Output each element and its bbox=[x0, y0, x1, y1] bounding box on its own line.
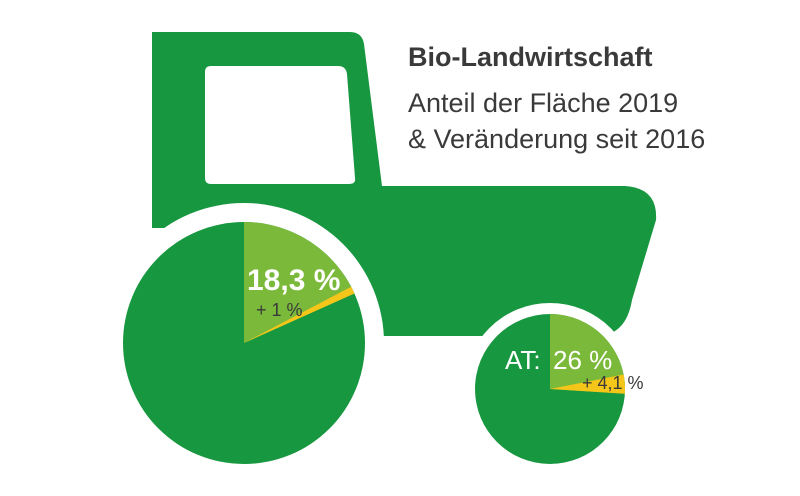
front-share-label: 26 % bbox=[553, 345, 612, 375]
front-change-label: + 4,1 % bbox=[582, 373, 644, 393]
chart-title: Bio-Landwirtschaft bbox=[408, 42, 653, 72]
front-pie-name-label: AT: bbox=[505, 345, 541, 375]
pie-front-wheel bbox=[475, 314, 625, 464]
cab-window bbox=[205, 66, 356, 184]
rear-change-label: + 1 % bbox=[256, 300, 303, 320]
pie-rear-wheel bbox=[123, 222, 365, 464]
rear-share-label: 18,3 % bbox=[247, 264, 340, 297]
chart-subtitle-line-1: Anteil der Fläche 2019 bbox=[408, 88, 678, 118]
pie-slice-change bbox=[244, 286, 355, 343]
pie-slice-share bbox=[244, 222, 355, 343]
pie-slice-share bbox=[550, 314, 625, 394]
chart-subtitle-line-2: & Veränderung seit 2016 bbox=[408, 124, 705, 154]
pie-slice-change bbox=[550, 374, 625, 394]
